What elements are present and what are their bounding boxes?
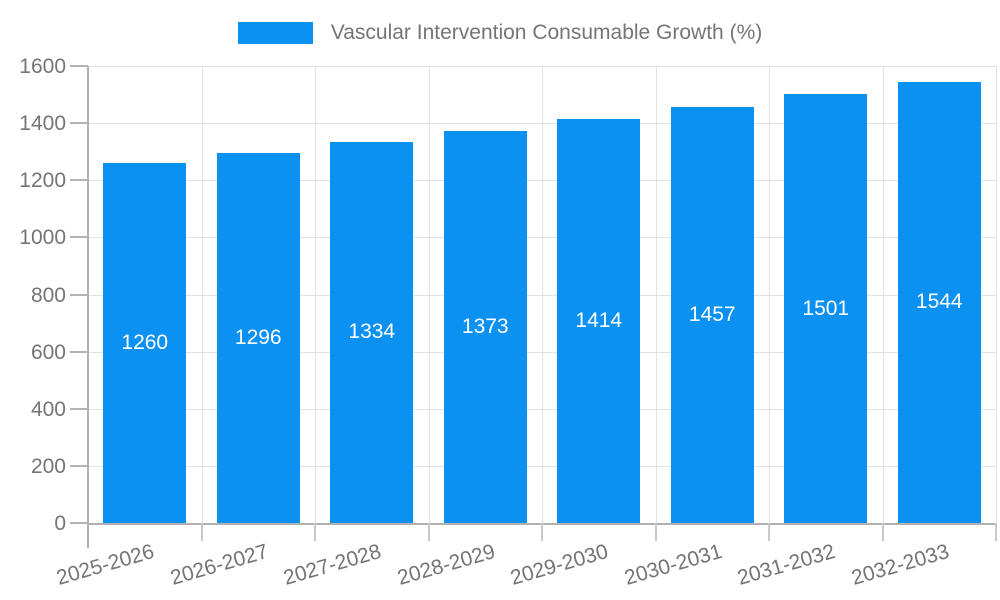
x-tick xyxy=(768,523,770,541)
bar-value-label: 1373 xyxy=(461,314,509,338)
bar-value-label: 1296 xyxy=(234,325,282,349)
bar xyxy=(557,119,641,523)
y-tick-label: 1000 xyxy=(19,226,66,250)
y-tick xyxy=(70,65,88,67)
x-gridline xyxy=(882,66,884,523)
x-tick xyxy=(654,523,657,541)
bar-value-label: 1260 xyxy=(121,331,169,355)
bar xyxy=(897,81,981,523)
x-tick xyxy=(314,523,316,541)
y-tick-label: 0 xyxy=(54,512,66,535)
x-category-label: 2025-2026 xyxy=(54,540,158,590)
y-tick xyxy=(70,464,88,467)
y-tick xyxy=(70,293,88,296)
bar-value-label: 1414 xyxy=(575,309,623,333)
bar-value-label: 1334 xyxy=(348,320,396,344)
x-category-label: 2029-2030 xyxy=(508,540,612,590)
bar xyxy=(330,141,414,523)
x-gridline xyxy=(655,66,657,523)
x-category-label: 2030-2031 xyxy=(621,540,725,590)
x-gridline xyxy=(428,66,430,523)
x-category-label: 2026-2027 xyxy=(167,540,271,590)
y-tick xyxy=(70,122,88,125)
bar xyxy=(103,163,187,523)
y-tick-label: 1600 xyxy=(19,55,66,78)
y-tick-label: 1400 xyxy=(19,112,66,136)
legend-label: Vascular Intervention Consumable Growth … xyxy=(330,21,763,44)
x-category-label: 2027-2028 xyxy=(281,540,385,590)
x-tick xyxy=(995,523,997,541)
y-tick xyxy=(70,350,88,353)
bar xyxy=(784,94,868,523)
legend-swatch xyxy=(237,22,313,44)
y-tick-label: 600 xyxy=(30,340,66,364)
x-gridline xyxy=(315,66,316,523)
x-category-label: 2032-2033 xyxy=(848,540,952,590)
y-tick-label: 800 xyxy=(30,283,66,307)
y-tick-label: 400 xyxy=(30,397,66,421)
y-tick xyxy=(70,236,88,239)
bar-value-label: 1457 xyxy=(688,302,736,326)
y-tick xyxy=(70,522,88,524)
x-gridline xyxy=(769,66,770,523)
x-gridline xyxy=(542,66,543,523)
x-gridline xyxy=(996,66,997,523)
x-tick xyxy=(200,523,203,541)
bar xyxy=(443,130,527,523)
y-tick xyxy=(70,179,88,182)
x-category-label: 2028-2029 xyxy=(394,540,498,590)
bar-value-label: 1544 xyxy=(915,290,963,314)
y-axis-line xyxy=(87,66,89,548)
x-tick xyxy=(427,523,430,541)
x-category-label: 2031-2032 xyxy=(735,540,839,590)
bar-value-label: 1501 xyxy=(802,296,850,320)
bar xyxy=(670,106,754,523)
x-tick xyxy=(541,523,543,541)
x-tick xyxy=(881,523,884,541)
legend[interactable]: Vascular Intervention Consumable Growth … xyxy=(0,20,1000,46)
x-gridline xyxy=(201,66,203,523)
y-tick xyxy=(70,407,88,410)
bar xyxy=(216,152,300,523)
y-tick-label: 200 xyxy=(30,454,66,478)
y-tick-label: 1200 xyxy=(19,169,66,193)
